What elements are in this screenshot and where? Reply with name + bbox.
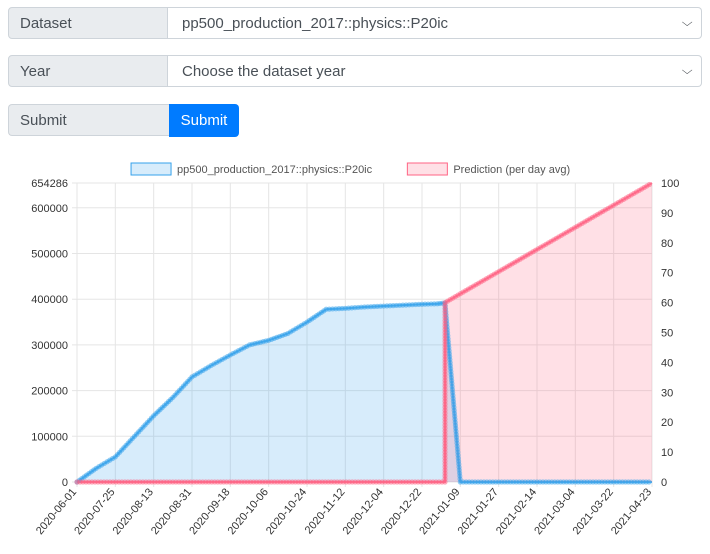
x-axis: 2020-06-012020-07-252020-08-132020-08-31… — [34, 486, 654, 537]
year-row: Year Choose the dataset year ⌵ — [8, 55, 702, 89]
y-axis-left: 0 100000 200000 300000 400000 500000 600000 654… — [31, 178, 68, 489]
legend-label: pp500_production_2017::physics::P20ic — [177, 164, 373, 176]
year-select[interactable]: Choose the dataset year ⌵ — [168, 55, 702, 87]
y-right-tick-label: 40 — [661, 357, 673, 369]
y-right-tick-label: 90 — [661, 208, 673, 220]
dataset-selected-value: pp500_production_2017::physics::P20ic — [182, 14, 449, 32]
y-left-tick-label: 300000 — [31, 340, 68, 352]
chart-areas — [76, 182, 653, 483]
year-selected-value: Choose the dataset year — [182, 62, 346, 80]
submit-label: Submit — [8, 104, 169, 136]
dataset-label: Dataset — [8, 7, 168, 39]
y-right-tick-label: 60 — [661, 298, 673, 310]
y-right-tick-label: 70 — [661, 268, 673, 280]
submit-button[interactable]: Submit — [169, 104, 239, 137]
y-right-tick-label: 30 — [661, 387, 673, 399]
legend-swatch — [130, 162, 172, 176]
y-left-tick-label: 600000 — [31, 203, 68, 215]
chevron-down-icon: ⌵ — [681, 16, 693, 29]
y-left-tick-label: 200000 — [31, 386, 68, 398]
y-right-tick-label: 0 — [661, 477, 667, 489]
year-label: Year — [8, 55, 168, 87]
dataset-row: Dataset pp500_production_2017::physics::… — [8, 7, 702, 41]
y-left-tick-label: 500000 — [31, 249, 68, 261]
y-left-tick-label: 0 — [62, 477, 68, 489]
chart: 0 100000 200000 300000 400000 500000 600000 654… — [31, 162, 679, 537]
submit-row: Submit Submit — [8, 104, 239, 138]
dataset-select[interactable]: pp500_production_2017::physics::P20ic ⌵ — [168, 7, 702, 39]
y-left-tick-label: 400000 — [31, 294, 68, 306]
series-area — [77, 302, 652, 482]
y-left-tick-label: 654286 — [31, 178, 68, 190]
chevron-down-icon: ⌵ — [681, 64, 693, 77]
legend-label: Prediction (per day avg) — [453, 164, 570, 176]
y-right-tick-label: 50 — [661, 328, 673, 340]
y-right-tick-label: 20 — [661, 417, 673, 429]
data-point — [646, 479, 652, 485]
chart-grid — [72, 182, 653, 487]
y-right-tick-label: 100 — [661, 178, 679, 190]
data-point — [646, 181, 653, 188]
y-axis-right: 0 10 20 30 40 50 60 70 80 90 100 — [661, 178, 679, 489]
y-left-tick-label: 100000 — [31, 431, 68, 443]
y-right-tick-label: 10 — [661, 447, 673, 459]
chart-legend: pp500_production_2017::physics::P20ic Pre… — [130, 162, 570, 176]
legend-swatch — [406, 162, 448, 176]
y-right-tick-label: 80 — [661, 238, 673, 250]
chart-points — [74, 181, 653, 485]
series-area — [77, 183, 652, 482]
